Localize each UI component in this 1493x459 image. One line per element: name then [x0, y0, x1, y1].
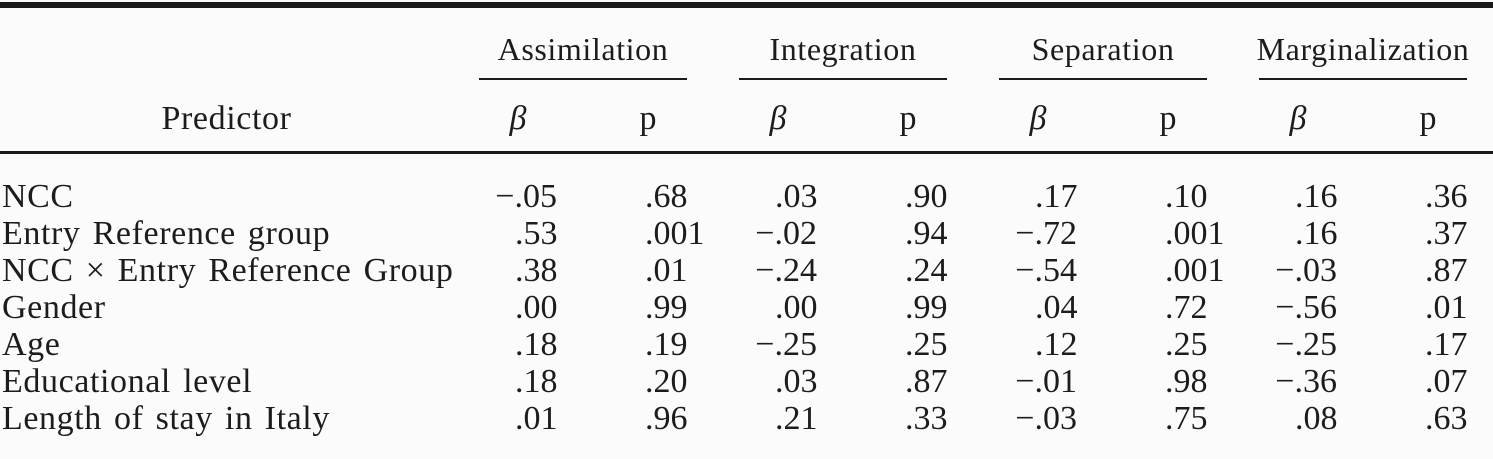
header-divider-rule — [0, 151, 1493, 154]
integration-p-value: .87 — [905, 363, 948, 400]
separation-p-value: .98 — [1165, 363, 1208, 400]
marginalization-p-value: .87 — [1425, 252, 1468, 289]
group-underline — [479, 78, 687, 80]
group-header-assimilation: Assimilation — [453, 8, 713, 80]
separation-beta-value: −.01 — [1015, 363, 1077, 400]
row-label-age: Age — [2, 326, 61, 363]
predictor-column-header: Predictor — [161, 100, 292, 137]
separation-beta-value: −.54 — [1015, 252, 1077, 289]
integration-p-value: .94 — [905, 215, 948, 252]
group-label: Marginalization — [1256, 31, 1470, 67]
row-label-educational-level: Educational level — [2, 363, 253, 400]
integration-p-value: .99 — [905, 289, 948, 326]
marginalization-p-value: .37 — [1425, 215, 1468, 252]
group-header-integration: Integration — [713, 8, 973, 80]
separation-p-value: .25 — [1165, 326, 1208, 363]
group-header-separation: Separation — [973, 8, 1233, 80]
integration-beta-value: .03 — [775, 178, 818, 215]
separation-beta-header: β — [1029, 100, 1047, 137]
assimilation-beta-value: .18 — [515, 326, 558, 363]
row-label-entry-reference-group: Entry Reference group — [2, 215, 331, 252]
separation-beta-value: .04 — [1035, 289, 1078, 326]
marginalization-p-value: .01 — [1425, 289, 1468, 326]
marginalization-beta-value: −.56 — [1275, 289, 1337, 326]
marginalization-beta-value: −.03 — [1275, 252, 1337, 289]
integration-p-value: .24 — [905, 252, 948, 289]
marginalization-beta-value: −.25 — [1275, 326, 1337, 363]
assimilation-beta-value: .38 — [515, 252, 558, 289]
marginalization-beta-value: −.36 — [1275, 363, 1337, 400]
separation-beta-value: .12 — [1035, 326, 1078, 363]
assimilation-p-value: .20 — [645, 363, 688, 400]
integration-beta-header: β — [769, 100, 787, 137]
integration-beta-value: .03 — [775, 363, 818, 400]
separation-p-value: .72 — [1165, 289, 1208, 326]
marginalization-p-value: .17 — [1425, 326, 1468, 363]
assimilation-p-value: .19 — [645, 326, 688, 363]
assimilation-p-value: .99 — [645, 289, 688, 326]
assimilation-beta-value: .18 — [515, 363, 558, 400]
separation-p-header: p — [1159, 100, 1177, 137]
separation-p-value: .001 — [1165, 252, 1225, 289]
assimilation-p-value: .01 — [645, 252, 688, 289]
group-label: Separation — [1031, 31, 1175, 67]
group-label: Integration — [769, 31, 917, 67]
assimilation-beta-value: .53 — [515, 215, 558, 252]
separation-p-value: .001 — [1165, 215, 1225, 252]
integration-beta-value: .00 — [775, 289, 818, 326]
marginalization-p-value: .63 — [1425, 400, 1468, 437]
row-label-length-of-stay-in-italy: Length of stay in Italy — [2, 400, 330, 437]
integration-p-header: p — [899, 100, 917, 137]
separation-beta-value: −.72 — [1015, 215, 1077, 252]
group-label: Assimilation — [497, 31, 669, 67]
assimilation-beta-value: .01 — [515, 400, 558, 437]
table-header: Assimilation Integration Separation Marg… — [0, 8, 1493, 151]
top-rule — [0, 2, 1493, 8]
integration-p-value: .33 — [905, 400, 948, 437]
integration-beta-value: −.24 — [755, 252, 817, 289]
assimilation-p-value: .001 — [645, 215, 705, 252]
table-body: NCC −.05 .68 .03 .90 .17 .10 .16 .36 Ent… — [0, 154, 1493, 448]
integration-beta-value: −.02 — [755, 215, 817, 252]
group-underline — [739, 78, 947, 80]
integration-beta-value: .21 — [775, 400, 818, 437]
marginalization-p-value: .07 — [1425, 363, 1468, 400]
marginalization-beta-header: β — [1289, 100, 1307, 137]
assimilation-p-value: .68 — [645, 178, 688, 215]
marginalization-p-header: p — [1419, 100, 1437, 137]
integration-p-value: .90 — [905, 178, 948, 215]
assimilation-beta-header: β — [509, 100, 527, 137]
assimilation-beta-value: .00 — [515, 289, 558, 326]
integration-beta-value: −.25 — [755, 326, 817, 363]
row-label-ncc-x-entry-reference-group: NCC × Entry Reference Group — [2, 252, 454, 289]
marginalization-beta-value: .16 — [1295, 215, 1338, 252]
separation-beta-value: −.03 — [1015, 400, 1077, 437]
row-label-gender: Gender — [2, 289, 106, 326]
header-corner-spacer — [0, 8, 453, 80]
group-header-marginalization: Marginalization — [1233, 8, 1493, 80]
bottom-spacer — [0, 448, 1493, 459]
separation-beta-value: .17 — [1035, 178, 1078, 215]
marginalization-beta-value: .16 — [1295, 178, 1338, 215]
marginalization-p-value: .36 — [1425, 178, 1468, 215]
assimilation-p-header: p — [639, 100, 657, 137]
integration-p-value: .25 — [905, 326, 948, 363]
assimilation-p-value: .96 — [645, 400, 688, 437]
row-label-ncc: NCC — [2, 178, 74, 215]
group-underline — [1259, 78, 1467, 80]
marginalization-beta-value: .08 — [1295, 400, 1338, 437]
group-underline — [999, 78, 1207, 80]
separation-p-value: .10 — [1165, 178, 1208, 215]
assimilation-beta-value: −.05 — [495, 178, 557, 215]
separation-p-value: .75 — [1165, 400, 1208, 437]
